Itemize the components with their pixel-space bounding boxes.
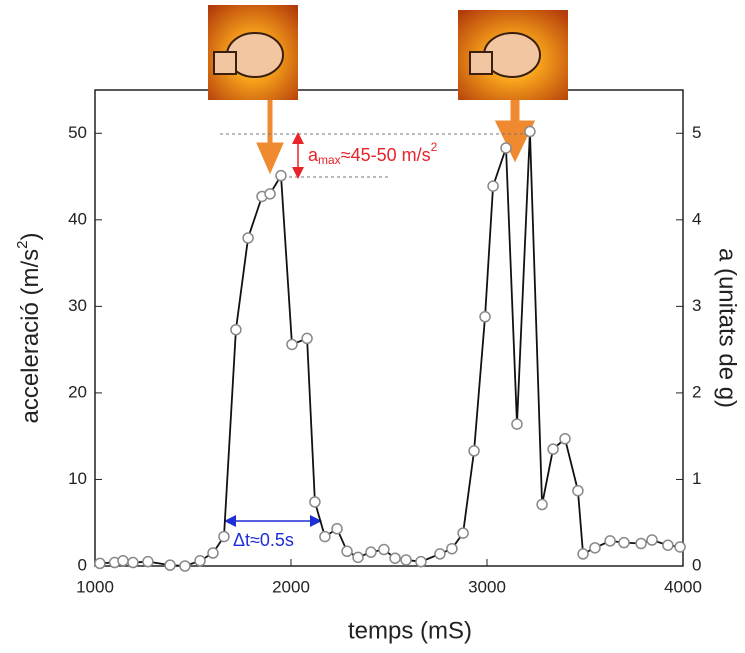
data-point [319, 530, 331, 543]
y2-tick-label: 1 [692, 469, 701, 488]
data-point [218, 530, 230, 543]
y-tick-label: 50 [68, 123, 87, 142]
data-point [446, 542, 458, 555]
data-line [99, 131, 681, 567]
data-point [309, 496, 321, 508]
data-point [117, 555, 129, 567]
data-point [559, 433, 571, 445]
data-point [207, 547, 219, 559]
data-point [500, 142, 512, 154]
fist-image [208, 5, 298, 100]
data-point [536, 498, 548, 511]
y-tick-label: 40 [68, 209, 87, 228]
x-tick-label: 3000 [468, 577, 506, 596]
data-point [646, 534, 658, 546]
data-point [164, 559, 176, 571]
data-point [378, 543, 390, 556]
arrow [256, 100, 284, 175]
data-point [194, 555, 206, 567]
data-point [511, 418, 523, 430]
data-point [618, 536, 630, 549]
data-point [365, 546, 377, 558]
x-tick-label: 2000 [272, 577, 310, 596]
data-point [331, 523, 343, 535]
annotation: amax≈45-50 m/s2 [308, 140, 438, 167]
data-point [400, 554, 412, 566]
y2-tick-label: 0 [692, 555, 701, 574]
data-point [389, 552, 401, 564]
data-point [230, 323, 242, 336]
data-point [94, 557, 106, 570]
data-point [341, 545, 353, 558]
annotation: Δt≈0.5s [233, 530, 294, 550]
y-tick-label: 0 [78, 555, 87, 574]
data-point [674, 541, 686, 553]
y2-tick-label: 3 [692, 296, 701, 315]
data-point [434, 548, 446, 560]
x-tick-label: 1000 [76, 577, 114, 596]
data-point [572, 484, 584, 497]
y2-axis-label: a (unitats de g) [714, 248, 741, 408]
fist-image [458, 10, 568, 100]
data-point [301, 332, 313, 345]
data-point [179, 560, 191, 572]
y-tick-label: 20 [68, 382, 87, 401]
data-point [604, 535, 616, 547]
data-point [635, 537, 647, 550]
data-point [547, 443, 559, 455]
data-point [142, 555, 154, 568]
data-point [415, 555, 427, 568]
y2-tick-label: 5 [692, 123, 701, 142]
plot-frame [94, 89, 684, 567]
data-point [479, 310, 491, 323]
data-point [524, 125, 536, 138]
data-point [286, 338, 298, 351]
data-point [457, 527, 469, 539]
data-point [577, 548, 589, 560]
y-tick-label: 30 [68, 296, 87, 315]
data-point [468, 445, 480, 457]
data-point [127, 556, 139, 569]
data-point [589, 542, 601, 554]
data-point [275, 169, 287, 182]
y2-tick-label: 2 [692, 382, 701, 401]
data-point [352, 551, 364, 564]
y2-tick-label: 4 [692, 209, 701, 228]
x-axis-label: temps (mS) [348, 617, 472, 644]
data-point [487, 180, 499, 192]
y-axis-label: acceleració (m/s2) [14, 232, 44, 423]
arrow [494, 100, 536, 163]
y-tick-label: 10 [68, 469, 87, 488]
x-tick-label: 4000 [664, 577, 702, 596]
data-point [264, 188, 276, 200]
data-point [242, 232, 254, 244]
data-point [662, 539, 674, 551]
